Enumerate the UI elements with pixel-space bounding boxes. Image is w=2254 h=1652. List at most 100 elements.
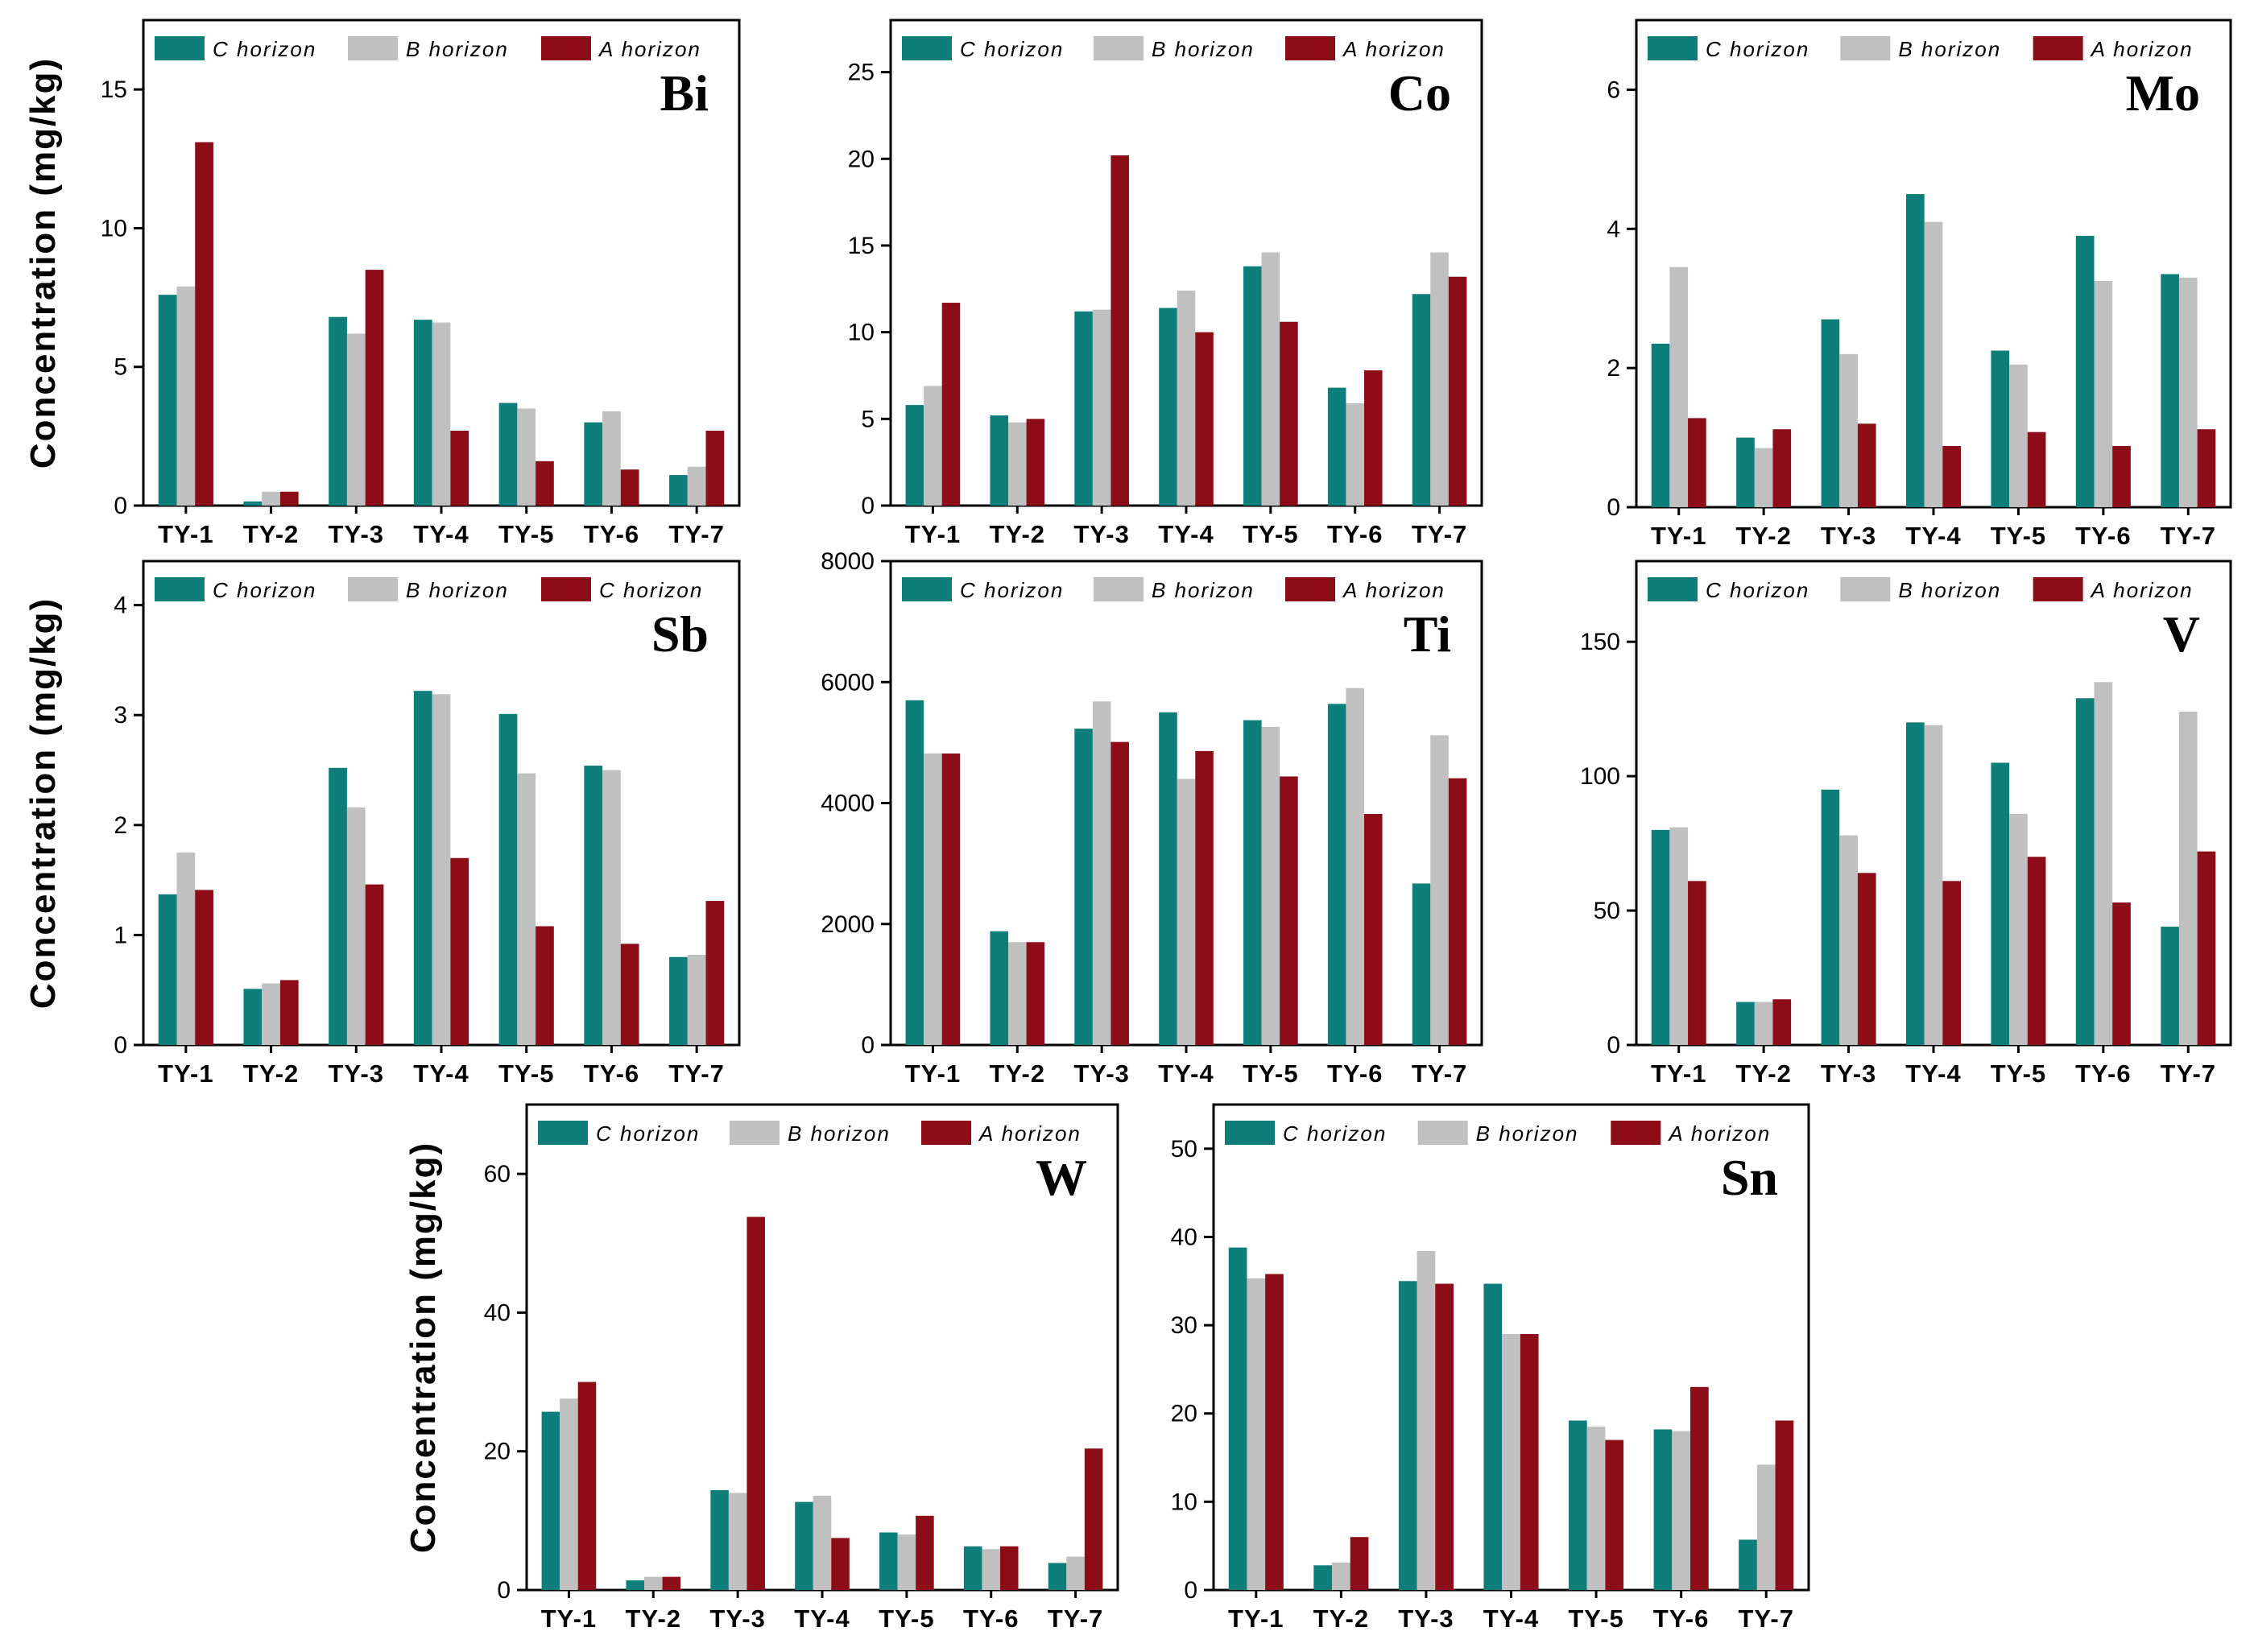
legend-label: B horizon	[1476, 1121, 1579, 1146]
legend-swatch	[1225, 1121, 1275, 1145]
bar-c-horizon-ty-4	[795, 1501, 813, 1590]
legend-label: C horizon	[599, 578, 703, 602]
y-tick-label: 15	[101, 76, 127, 103]
bar-b-horizon-ty-3	[1417, 1250, 1436, 1590]
bar-c-horizon-ty-4	[1905, 194, 1925, 508]
bar-c-horizon-ty-4	[413, 320, 432, 506]
x-tick-label: TY-7	[668, 520, 724, 548]
legend-label: C horizon	[1706, 37, 1809, 61]
x-tick-label: TY-4	[413, 520, 469, 548]
bar-b-horizon-ty-2	[262, 491, 280, 506]
bar-a-horizon-ty-7	[1448, 778, 1467, 1045]
y-tick-label: 50	[1171, 1136, 1197, 1163]
x-tick-label: TY-7	[1048, 1605, 1103, 1633]
legend-label: A horizon	[598, 37, 701, 61]
bar-b-horizon-ty-7	[1756, 1464, 1776, 1590]
bar-b-horizon-ty-5	[2009, 813, 2028, 1045]
element-label: Bi	[660, 64, 709, 122]
legend: C horizon B horizon A horizon	[1648, 577, 2192, 602]
legend-label: B horizon	[1898, 578, 2001, 602]
bar-b-horizon-ty-1	[560, 1398, 578, 1590]
bar-c-horizon-ty-2	[1736, 1002, 1755, 1045]
bar-c-horizon-ty-7	[1739, 1539, 1757, 1590]
bar-b-horizon-ty-5	[2009, 364, 2028, 507]
bar-b-horizon-ty-5	[897, 1534, 916, 1590]
x-tick-label: TY-5	[498, 520, 554, 548]
bar-a-horizon-ty-1	[1688, 418, 1706, 507]
legend-swatch	[1094, 36, 1144, 60]
x-tick-label: TY-5	[1991, 522, 2046, 550]
bar-b-horizon-ty-6	[602, 411, 621, 506]
bar-c-horizon-ty-5	[1243, 266, 1262, 506]
x-tick-label: TY-4	[1483, 1605, 1539, 1633]
legend: C horizon B horizon A horizon	[1225, 1121, 1769, 1146]
bar-a-horizon-ty-4	[1942, 445, 1962, 507]
y-tick-label: 50	[1594, 898, 1620, 924]
bar-c-horizon-ty-1	[158, 295, 177, 506]
bar-c-horizon-ty-3	[329, 767, 347, 1045]
y-tick-label: 40	[1171, 1224, 1197, 1250]
legend-swatch	[1648, 36, 1698, 60]
bar-b-horizon-ty-1	[176, 852, 196, 1045]
legend-swatch	[348, 577, 398, 601]
legend-label: C horizon	[213, 578, 316, 602]
y-tick-label: 2000	[821, 911, 875, 938]
legend-label: C horizon	[213, 37, 316, 61]
bar-a-horizon-ty-5	[2027, 857, 2046, 1045]
bar-c-horizon-ty-4	[1905, 722, 1925, 1045]
x-tick-label: TY-5	[1243, 1059, 1298, 1088]
legend-swatch	[902, 577, 952, 601]
bar-c-horizon-ty-6	[1327, 704, 1346, 1045]
legend-label: C horizon	[960, 37, 1064, 61]
chart-panel-sb: 0 1 2 3 4 TY-1 TY-2 TY-3 TY-4 TY-5 TY-6 TY-7 Sb C hor…	[23, 560, 741, 1088]
bar-c-horizon-ty-1	[541, 1411, 560, 1590]
x-tick-label: TY-6	[1327, 520, 1383, 548]
bar-b-horizon-ty-3	[728, 1493, 747, 1590]
bar-a-horizon-ty-4	[831, 1538, 850, 1590]
y-tick-label: 10	[848, 320, 875, 346]
x-tick-label: TY-7	[2161, 522, 2216, 550]
bar-a-horizon-ty-2	[279, 491, 299, 506]
bar-c-horizon-ty-2	[990, 415, 1009, 506]
x-tick-label: TY-3	[1821, 522, 1876, 550]
bar-b-horizon-ty-1	[1669, 266, 1689, 507]
x-tick-label: TY-4	[794, 1605, 850, 1633]
bar-c-horizon-ty-7	[1412, 883, 1431, 1045]
legend-label: B horizon	[1898, 37, 2001, 61]
legend-swatch	[730, 1121, 780, 1145]
legend-label: B horizon	[788, 1121, 891, 1146]
y-tick-label: 8000	[821, 548, 875, 575]
bar-c-horizon-ty-3	[1074, 311, 1093, 506]
bar-c-horizon-ty-3	[710, 1489, 729, 1590]
y-tick-label: 6	[1607, 76, 1620, 103]
bar-b-horizon-ty-7	[2178, 277, 2198, 507]
bar-b-horizon-ty-7	[1430, 252, 1449, 506]
x-tick-label: TY-6	[2075, 1059, 2131, 1088]
bar-c-horizon-ty-2	[1313, 1565, 1333, 1590]
x-tick-label: TY-6	[1327, 1059, 1383, 1088]
bar-c-horizon-ty-3	[1074, 729, 1093, 1045]
x-tick-label: TY-7	[1412, 1059, 1467, 1088]
x-tick-label: TY-6	[2075, 522, 2131, 550]
x-tick-label: TY-3	[1073, 1059, 1129, 1088]
legend: C horizon B horizon A horizon	[538, 1121, 1080, 1146]
bar-a-horizon-ty-5	[1280, 321, 1298, 506]
x-tick-label: TY-6	[584, 520, 639, 548]
y-tick-label: 10	[1171, 1489, 1197, 1515]
bar-a-horizon-ty-2	[1026, 942, 1045, 1045]
bar-b-horizon-ty-4	[813, 1495, 832, 1590]
bar-a-horizon-ty-5	[536, 460, 554, 506]
x-tick-label: TY-6	[584, 1059, 639, 1088]
bar-b-horizon-ty-1	[1247, 1278, 1266, 1590]
x-tick-label: TY-6	[1653, 1605, 1709, 1633]
bar-a-horizon-ty-3	[1857, 873, 1876, 1045]
y-axis-label: Concentration (mg/kg)	[403, 1142, 443, 1553]
y-tick-label: 5	[114, 354, 127, 381]
bar-a-horizon-ty-2	[1350, 1537, 1369, 1590]
y-tick-label: 2	[114, 812, 127, 839]
bar-c-horizon-ty-7	[1048, 1563, 1067, 1590]
legend: C horizon B horizon C horizon	[155, 577, 703, 602]
bar-b-horizon-ty-7	[1066, 1556, 1085, 1590]
x-tick-label: TY-4	[1905, 1059, 1961, 1088]
legend-swatch	[2033, 36, 2083, 60]
